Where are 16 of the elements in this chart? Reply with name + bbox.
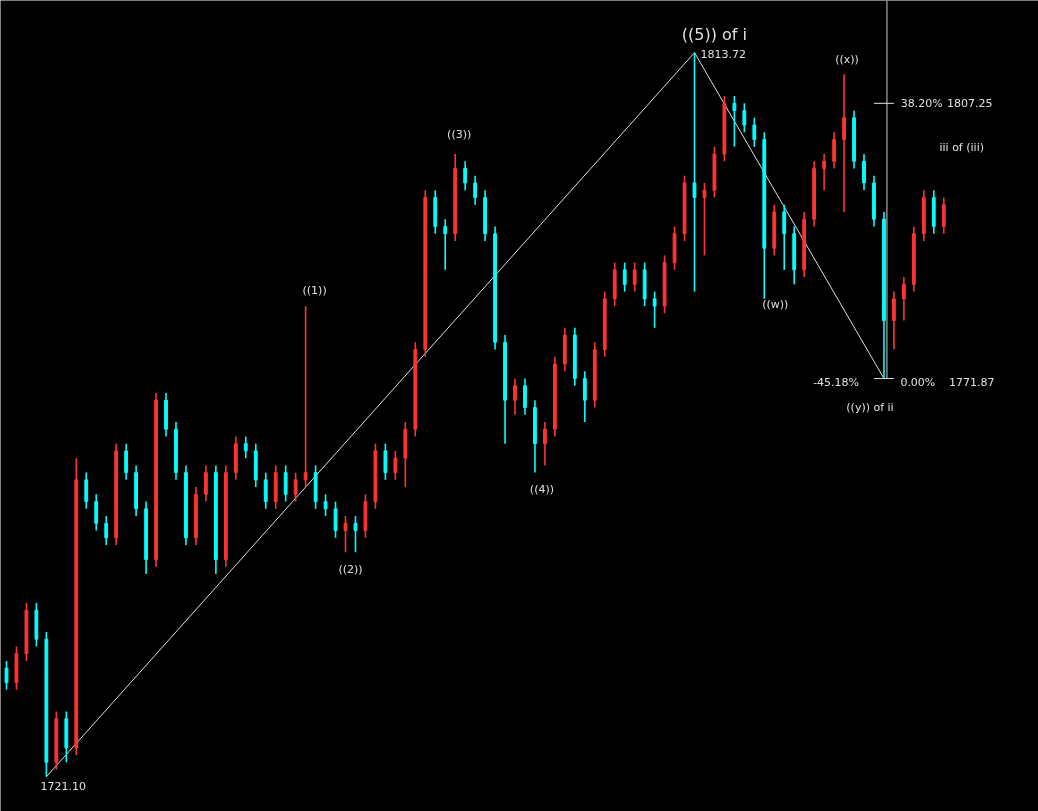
annotation: 1807.25: [946, 97, 993, 111]
annotation: -45.18%: [813, 375, 860, 389]
text: 1771.87: [948, 376, 995, 390]
annotation: ((4)): [529, 482, 555, 496]
text: 1721.10: [40, 780, 87, 794]
annotation: iii of (iii): [939, 140, 984, 154]
annotation: ((x)): [835, 53, 859, 67]
annotation: ((3)): [447, 127, 472, 141]
annotation: 38.20%: [900, 96, 943, 110]
text: ((5)) of i: [681, 25, 748, 45]
annotation: 0.00%: [900, 375, 936, 389]
annotation: 1813.72: [700, 48, 746, 62]
annotation: ((1)): [302, 283, 327, 297]
annotation: ((y)) of ii: [846, 400, 894, 414]
annotation: ((2)): [338, 563, 363, 577]
annotation: ((w)): [762, 298, 789, 312]
